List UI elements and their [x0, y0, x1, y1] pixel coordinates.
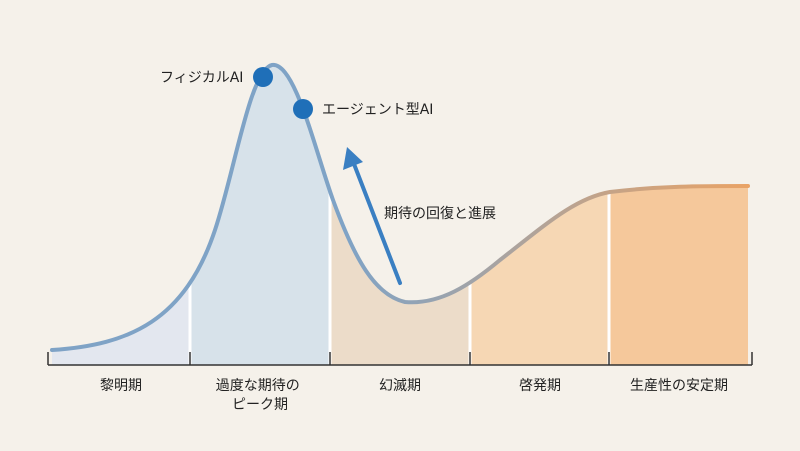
phase-label-2: 過度な期待の ピーク期 — [216, 378, 304, 413]
phase-fill-3 — [330, 64, 470, 365]
marker-label-agentic-ai: エージェント型AI — [322, 102, 433, 118]
phase-label-1: 黎明期 — [100, 378, 142, 394]
recovery-arrow-head — [343, 147, 363, 170]
recovery-arrow-label: 期待の回復と進展 — [384, 205, 496, 222]
phase-label-4: 啓発期 — [519, 378, 561, 394]
phase-fill-1 — [52, 64, 190, 365]
marker-dot-physical-ai — [253, 67, 273, 87]
phase-fill-4 — [470, 64, 609, 365]
phase-fill-5 — [609, 64, 748, 365]
phase-fill-2 — [190, 64, 330, 365]
hype-curve — [50, 63, 750, 352]
recovery-arrow-shaft — [352, 162, 402, 285]
marker-dot-agentic-ai — [293, 99, 313, 119]
marker-label-physical-ai: フィジカルAI — [160, 70, 243, 86]
phase-label-5: 生産性の安定期 — [630, 378, 728, 394]
phase-label-3: 幻滅期 — [379, 378, 421, 394]
